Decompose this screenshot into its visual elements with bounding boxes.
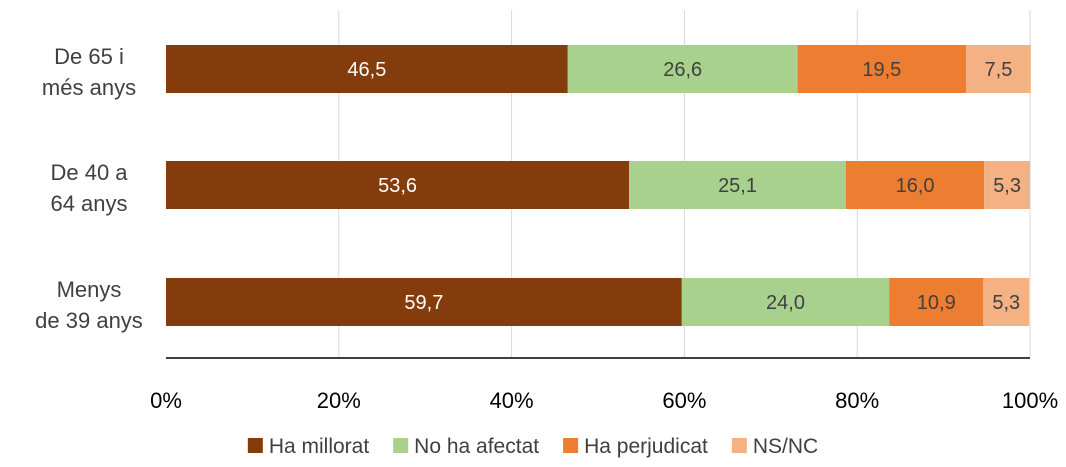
legend-swatch (563, 438, 579, 453)
legend-item-ha-perjudicat: Ha perjudicat (563, 435, 708, 458)
category-label: Menys de 39 anys (35, 277, 143, 333)
data-label-no-ha-afectat: 25,1 (718, 175, 757, 197)
bar-ha-perjudicat (889, 278, 984, 326)
legend-item-ns-nc: NS/NC (731, 435, 818, 458)
data-label-ha-millorat: 46,5 (347, 59, 386, 81)
bar-ns-nc (983, 278, 1030, 326)
legend-swatch (731, 438, 747, 453)
bar-ha-perjudicat (845, 161, 985, 209)
legend-label: NS/NC (753, 435, 818, 458)
x-tick-label: 20% (317, 388, 361, 413)
bar-no-ha-afectat (567, 45, 798, 93)
legend-label: Ha perjudicat (584, 435, 708, 458)
x-tick-label: 40% (490, 388, 534, 413)
bar-no-ha-afectat (629, 161, 846, 209)
legend-item-no-ha-afectat: No ha afectat (393, 435, 539, 458)
data-labels: 46,5 26,6 19,5 7,5 53,6 25,1 16,0 5,3 59,7 24,0 10… (347, 59, 1021, 314)
x-tick-label: 80% (835, 388, 879, 413)
category-label: De 65 i més anys (42, 44, 136, 100)
bar-ha-millorat (166, 278, 682, 326)
category-labels: De 65 i més anys De 40 a 64 anys Menys de 39 … (35, 44, 143, 333)
data-label-ha-perjudicat: 16,0 (896, 175, 935, 197)
x-tick-label: 0% (150, 388, 182, 413)
legend-swatch (393, 438, 409, 453)
legend-label: Ha millorat (269, 435, 370, 458)
legend-label: No ha afectat (414, 435, 539, 458)
data-label-ha-perjudicat: 10,9 (917, 292, 956, 314)
data-label-no-ha-afectat: 26,6 (663, 59, 702, 81)
data-label-ha-millorat: 59,7 (404, 292, 443, 314)
bar-ha-millorat (166, 45, 568, 93)
legend-item-ha-millorat: Ha millorat (247, 435, 370, 458)
x-tick-label: 100% (1002, 388, 1058, 413)
bar-no-ha-afectat (681, 278, 890, 326)
x-tick-label: 60% (662, 388, 706, 413)
bar-ns-nc (984, 161, 1030, 209)
legend-swatch (247, 438, 263, 453)
category-label: De 40 a 64 anys (50, 160, 128, 216)
bar-ha-perjudicat (797, 45, 967, 93)
data-label-ha-millorat: 53,6 (378, 175, 417, 197)
bars (166, 45, 1031, 326)
bar-ha-millorat (166, 161, 630, 209)
bar-ns-nc (966, 45, 1031, 93)
legend: Ha millorat No ha afectat Ha perjudicat NS/… (247, 435, 818, 458)
data-label-ns-nc: 7,5 (985, 59, 1013, 81)
data-label-ns-nc: 5,3 (992, 292, 1020, 314)
data-label-no-ha-afectat: 24,0 (766, 292, 805, 314)
data-label-ns-nc: 5,3 (993, 175, 1021, 197)
data-label-ha-perjudicat: 19,5 (862, 59, 901, 81)
x-tick-labels: 0% 20% 40% 60% 80% 100% (150, 388, 1058, 413)
